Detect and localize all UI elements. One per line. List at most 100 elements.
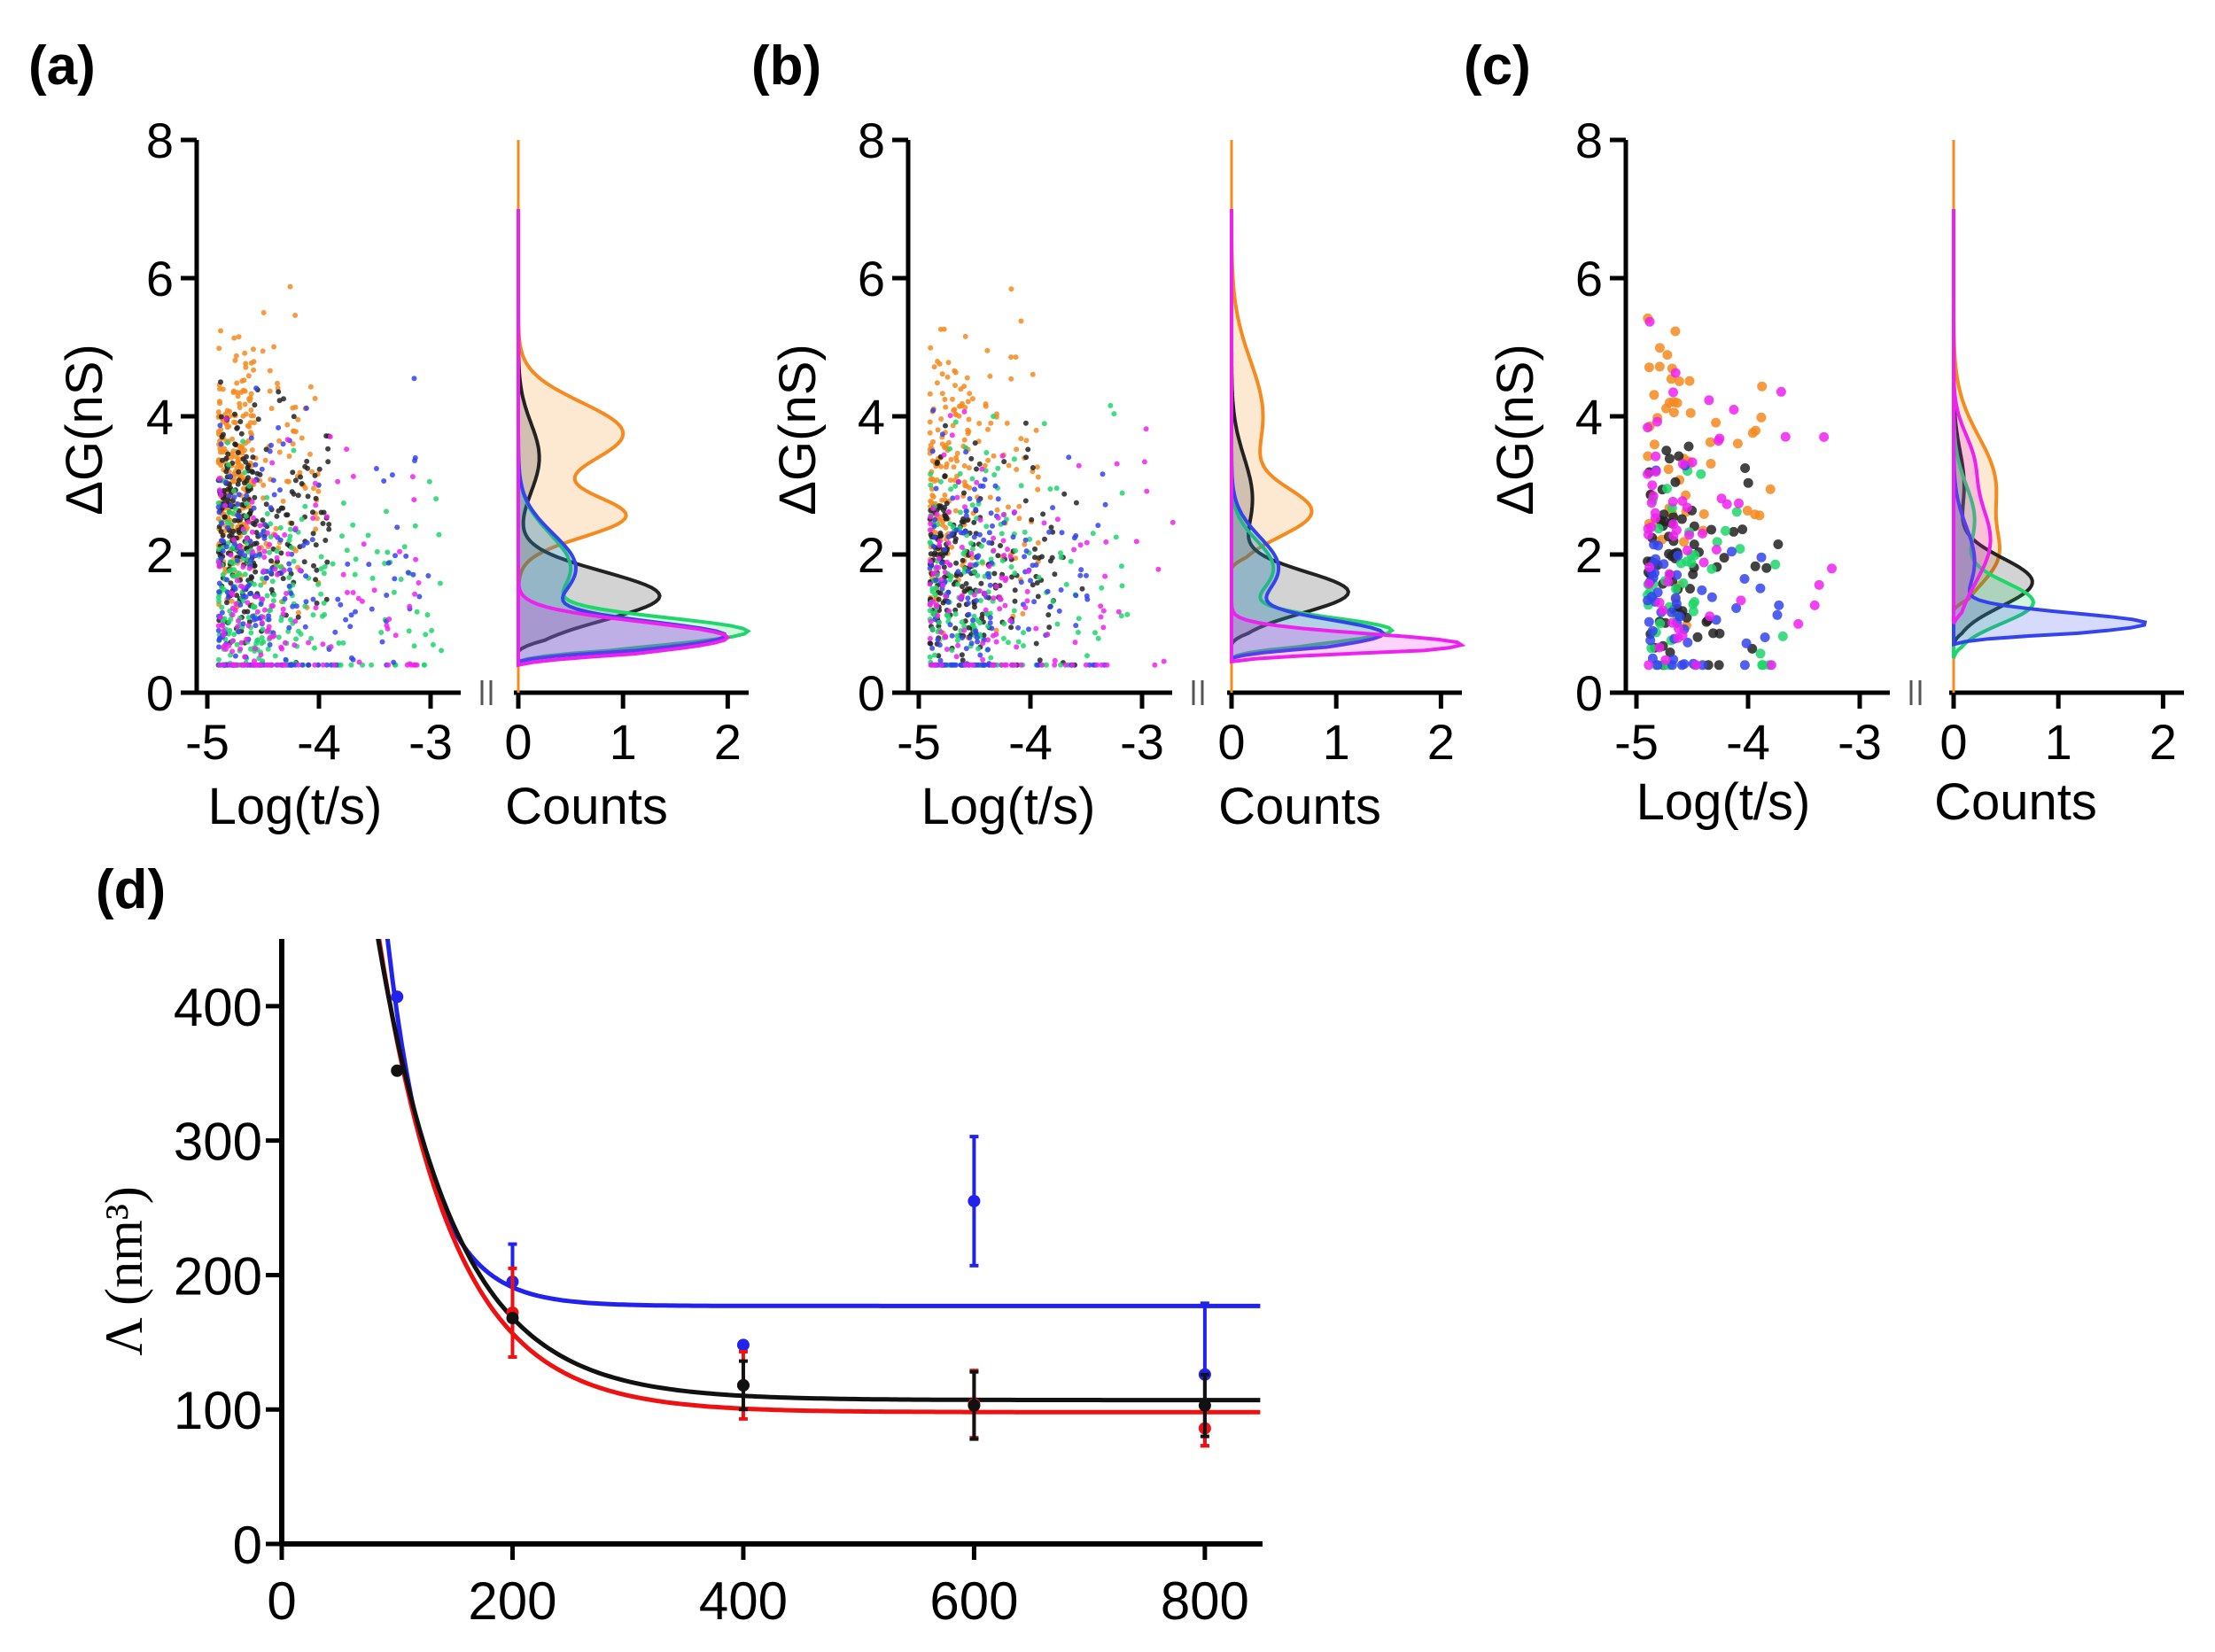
scatter-point — [967, 391, 973, 397]
scatter-point — [276, 449, 283, 455]
scatter-point — [942, 396, 948, 402]
scatter-point — [968, 455, 975, 461]
scatter-point — [222, 502, 229, 508]
scatter-point — [943, 423, 948, 429]
scatter-point — [1760, 632, 1770, 642]
scatter-point — [1022, 554, 1028, 560]
scatter-point — [289, 545, 294, 551]
scatter-point — [229, 454, 235, 461]
x-tick-label: 0 — [504, 714, 532, 770]
scatter-point — [1001, 459, 1007, 465]
x-tick-label: 2 — [2149, 714, 2177, 770]
scatter-point — [240, 593, 246, 600]
scatter-point — [993, 639, 999, 645]
scatter-point — [1654, 343, 1665, 353]
scatter-point — [1062, 662, 1069, 668]
scatter-point — [1690, 597, 1700, 607]
scatter-point — [952, 383, 958, 389]
scatter-point — [958, 530, 964, 536]
scatter-point — [928, 471, 934, 477]
scatter-point — [260, 517, 266, 524]
scatter-point — [219, 520, 225, 526]
scatter-point — [1035, 593, 1041, 600]
scatter-point — [277, 537, 284, 543]
scatter-point — [1706, 459, 1716, 469]
scatter-point — [1052, 657, 1058, 663]
scatter-point — [930, 407, 937, 414]
scatter-point — [942, 547, 948, 553]
scatter-point — [1046, 529, 1053, 535]
scatter-point — [373, 466, 379, 471]
scatter-point — [945, 534, 952, 539]
x-tick-label: -4 — [1726, 714, 1770, 770]
scatter-point — [945, 360, 952, 366]
scatter-point — [1674, 451, 1684, 461]
fit-curve-blue — [385, 939, 1261, 1308]
scatter-point — [1152, 662, 1158, 668]
scatter-point — [234, 380, 240, 386]
scatter-point — [1714, 436, 1724, 446]
scatter-point — [311, 485, 316, 492]
scatter-point — [250, 346, 256, 353]
scatter-point — [293, 636, 299, 642]
scatter-point — [927, 391, 933, 397]
scatter-point — [1042, 536, 1047, 542]
scatter-point — [228, 473, 233, 479]
scatter-point — [228, 559, 233, 565]
scatter-point — [1005, 547, 1011, 553]
scatter-point — [1682, 556, 1692, 567]
scatter-point — [321, 570, 327, 577]
scatter-point — [1099, 662, 1105, 668]
scatter-point — [1049, 555, 1055, 561]
scatter-point — [1099, 585, 1105, 591]
scatter-point — [242, 480, 247, 486]
scatter-point — [991, 595, 997, 601]
x-tick-label: 0 — [1217, 714, 1245, 770]
scatter-point — [1827, 563, 1837, 574]
scatter-point — [319, 613, 325, 619]
scatter-point — [247, 539, 253, 545]
scatter-point — [1094, 662, 1100, 668]
scatter-point — [1001, 621, 1007, 627]
scatter-point — [220, 532, 226, 539]
scatter-point — [1035, 539, 1041, 546]
scatter-point — [1000, 538, 1006, 544]
scatter-point — [1022, 537, 1029, 543]
scatter-point — [929, 500, 935, 506]
scatter-point — [1677, 459, 1688, 469]
scatter-point — [261, 555, 268, 560]
panel-a: (a) ΔG(nS) 0 2 4 6 8 -5 -4 -3 0 1 2 Log(t/s) Count… — [28, 35, 751, 835]
panel-d-label: (d) — [96, 859, 166, 920]
scatter-point — [268, 558, 274, 564]
scatter-point — [235, 501, 241, 508]
scatter-point — [232, 420, 238, 426]
scatter-point — [295, 609, 301, 616]
scatter-point — [945, 508, 952, 515]
scatter-point — [967, 635, 973, 641]
scatter-point — [1111, 411, 1117, 417]
scatter-point — [955, 581, 960, 587]
scatter-point — [988, 420, 994, 426]
scatter-point — [1018, 318, 1024, 324]
scatter-point — [285, 551, 291, 557]
scatter-point — [236, 469, 242, 475]
scatter-point — [299, 662, 306, 668]
scatter-point — [268, 570, 275, 576]
scatter-point — [386, 617, 392, 622]
scatter-point — [972, 486, 977, 492]
scatter-point — [986, 574, 992, 580]
scatter-point — [253, 646, 259, 652]
scatter-point — [437, 580, 443, 586]
scatter-point — [253, 640, 260, 647]
scatter-point — [1003, 576, 1009, 581]
scatter-point — [938, 416, 944, 422]
scatter-point — [271, 592, 277, 598]
scatter-point — [215, 656, 222, 663]
scatter-point — [969, 555, 975, 561]
scatter-point — [930, 599, 937, 605]
scatter-point — [1011, 456, 1017, 462]
scatter-point — [992, 483, 999, 489]
scatter-point — [1670, 477, 1681, 487]
scatter-point — [1056, 608, 1062, 614]
scatter-point — [954, 458, 960, 464]
